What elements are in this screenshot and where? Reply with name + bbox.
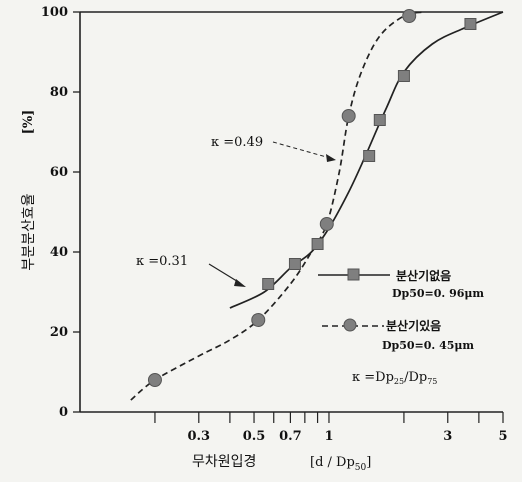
y-tick-label: 40 <box>50 245 68 260</box>
data-point-no-disperser <box>363 150 376 162</box>
data-point-no-disperser <box>262 278 275 290</box>
data-point-no-disperser <box>464 18 477 30</box>
legend-label-no-disperser: 분산기없음 <box>396 268 451 283</box>
legend: 분산기없음 Dp50=0. 96μm 분산기있음 Dp50=0. 45μm <box>318 268 484 352</box>
x-tick-label: 5 <box>498 429 507 444</box>
kappa-049-arrow <box>272 141 336 162</box>
kappa-049-label: κ =0.49 <box>211 135 263 150</box>
y-tick-label: 60 <box>50 165 68 180</box>
ticks-layer: 0 20 40 60 80 100 0.3 0.5 0.7 1 3 5 <box>41 5 508 444</box>
series-line-no-disperser <box>229 11 504 309</box>
kappa-031-arrow <box>208 263 246 287</box>
y-tick-label: 20 <box>50 325 68 340</box>
data-point-with-disperser <box>147 373 162 387</box>
x-tick-label: 0.7 <box>279 429 302 444</box>
x-tick-label: 0.3 <box>187 429 210 444</box>
data-point-with-disperser <box>251 313 266 327</box>
data-point-with-disperser <box>319 217 334 231</box>
y-tick-label: 80 <box>50 85 68 100</box>
series-line-with-disperser <box>130 11 424 401</box>
x-tick-label: 1 <box>324 429 333 444</box>
data-point-no-disperser <box>397 70 410 82</box>
plot-frame-layer <box>79 11 503 413</box>
legend-sub-with-disperser: Dp50=0. 45μm <box>382 339 474 352</box>
x-tick-label: 0.5 <box>243 429 266 444</box>
kappa-definition: κ =Dp25/Dp75 <box>352 370 437 386</box>
x-axis-label: 무차원입경 <box>192 454 256 470</box>
y-axis-label: 부분분산효율 <box>21 193 37 270</box>
data-point-with-disperser <box>402 9 417 23</box>
data-point-with-disperser <box>341 109 356 123</box>
data-point-no-disperser <box>288 258 301 270</box>
legend-item-no-disperser: 분산기없음 Dp50=0. 96μm <box>318 268 484 300</box>
y-tick-label: 100 <box>41 5 68 20</box>
legend-sub-no-disperser: Dp50=0. 96μm <box>392 287 484 300</box>
data-point-no-disperser <box>373 114 386 126</box>
kappa-031-label: κ =0.31 <box>136 254 188 269</box>
x-axis-unit: [d / Dp50] <box>310 455 371 473</box>
legend-item-with-disperser: 분산기있음 Dp50=0. 45μm <box>322 318 474 352</box>
x-tick-label: 3 <box>443 429 452 444</box>
y-axis-unit: [%] <box>21 110 36 135</box>
legend-label-with-disperser: 분산기있음 <box>386 318 441 333</box>
markers-layer <box>147 9 477 387</box>
data-point-no-disperser <box>311 238 324 250</box>
y-tick-label: 0 <box>59 405 68 420</box>
